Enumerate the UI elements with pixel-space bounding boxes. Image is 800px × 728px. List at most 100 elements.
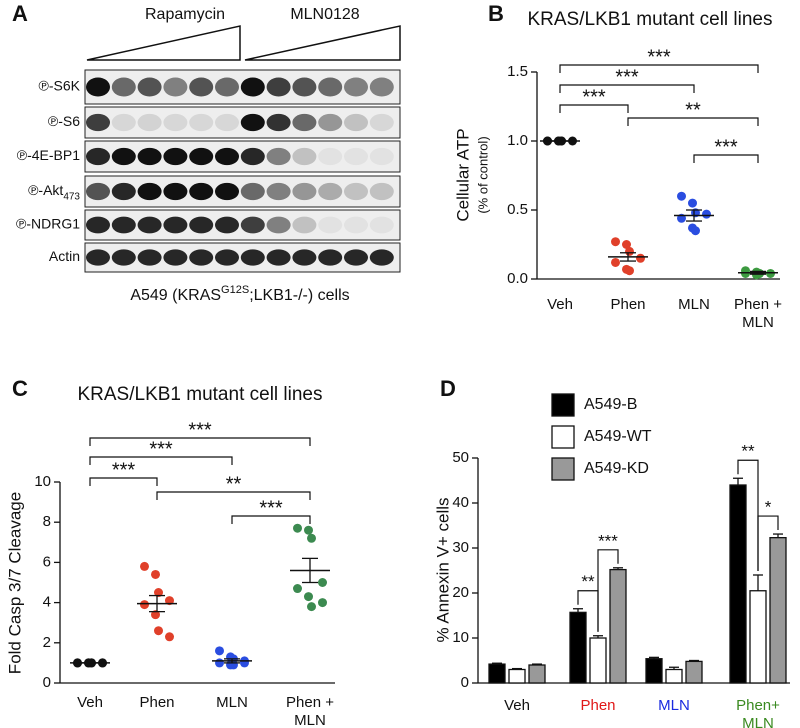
data-point [611,237,620,247]
legend-swatch [551,393,575,417]
y-tick-label: 10 [452,629,469,646]
data-point [140,600,149,610]
x-tick-label: MLN [216,694,248,711]
data-point [702,209,711,219]
bar [528,664,546,684]
significance-bracket [231,515,311,524]
data-point [622,240,631,249]
blot-band [86,77,110,97]
chart-title: KRAS/LKB1 mutant cell lines [77,384,322,405]
dose-triangle [244,25,401,61]
significance-label: *** [647,46,671,68]
significance-bracket [757,515,779,571]
bar [685,660,703,684]
data-point [611,257,620,267]
blot-band [111,216,136,234]
bar [665,668,683,684]
significance-bracket [597,549,619,632]
blot-band [137,147,162,166]
blot-band [292,216,317,234]
blot-band [86,182,110,201]
data-point [636,253,645,263]
data-point [307,602,316,612]
data-point [151,569,160,579]
y-axis-label: % Annexin V+ cells [433,497,452,642]
legend-label: A549-KD [584,460,649,477]
blot-band [318,113,343,132]
treatment-label: MLN0128 [290,6,359,23]
blot-band [189,216,214,234]
blot-band [292,147,317,166]
y-tick-label: 0.0 [507,270,528,287]
blot-band [111,182,136,201]
y-tick-label: 2 [43,634,51,651]
panel-letter: D [440,376,456,401]
blot-band [266,147,291,166]
blot-band [189,249,214,266]
x-tick-label: Phen + MLN [286,694,334,728]
blot-band [86,147,110,166]
blot-band [318,182,343,201]
data-point [215,646,224,656]
blot-band [344,147,368,166]
significance-label: *** [112,459,136,481]
blot-band [215,182,239,201]
significance-label: ** [581,572,595,591]
blot-band [189,147,214,166]
blot-band [137,249,162,266]
blot-row-label: Actin [49,248,80,264]
blot-band [266,182,291,201]
data-point [215,658,224,668]
significance-label: *** [714,136,738,158]
data-point [318,578,327,587]
y-axis-sublabel: (% of control) [475,136,490,213]
y-tick-label: 20 [452,584,469,601]
caption-text: ;LKB1-/-) cells [249,287,349,304]
blot-band [369,77,394,97]
blot-band [344,113,368,132]
blot-band [344,77,368,97]
x-tick-label: Veh [504,697,530,714]
significance-bracket [89,456,233,465]
x-tick-label: Phen [610,296,645,313]
x-tick-label: Phen [139,694,174,711]
y-tick-label: 8 [43,513,51,530]
blot-band [318,77,343,97]
data-point [229,660,238,670]
y-tick-label: 1.0 [507,132,528,149]
blot-band [369,216,394,234]
x-tick-label: Phen [580,697,615,714]
data-point [307,533,316,543]
significance-bracket [627,117,759,126]
data-point [318,598,327,608]
bar [729,484,747,684]
treatment-label: Rapamycin [145,6,225,23]
blot-band [111,147,136,166]
blot-band [292,113,317,132]
blot-band [369,182,394,201]
bar [749,590,767,684]
legend-swatch [551,457,575,481]
dose-triangle [86,25,241,61]
blot-band [189,182,214,201]
panel-letter: B [488,1,504,26]
y-tick-label: 0 [461,674,469,691]
y-tick-label: 1.5 [507,63,528,80]
y-tick-label: 0 [43,674,51,691]
y-tick-label: 10 [34,473,51,490]
y-axis-label: Cellular ATP [453,128,472,221]
significance-label: ** [741,442,755,461]
blot-row-subscript: 473 [63,191,80,202]
blot-band [344,249,368,266]
y-tick-label: 30 [452,539,469,556]
y-tick-label: 40 [452,494,469,511]
blot-band [189,113,214,132]
blot-row-label: ℗-S6K [39,78,81,94]
blot-band [240,216,265,234]
legend-label: A549-B [584,396,637,413]
caption-text: A549 (KRAS [130,287,221,304]
significance-bracket [559,104,629,113]
blot-band [215,113,239,132]
blot-row-label: ℗-NDRG1 [16,216,80,232]
